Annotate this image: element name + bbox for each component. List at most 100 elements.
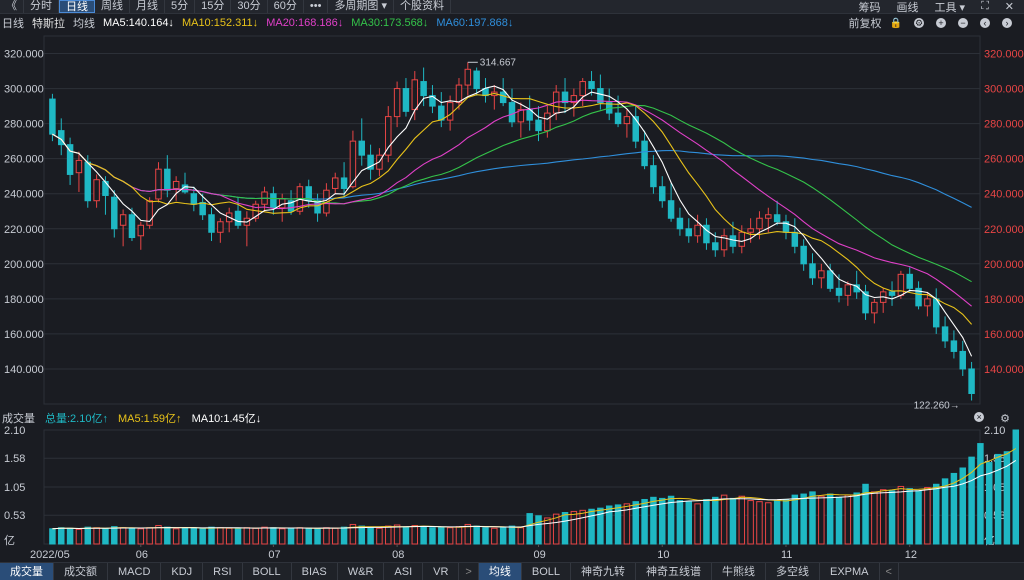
tab-kdj[interactable]: KDJ (161, 562, 204, 580)
tabs-scroll-left[interactable]: < (880, 562, 899, 580)
tab-boll-main[interactable]: BOLL (522, 562, 571, 580)
multi-period-label: 多周期图 (334, 0, 379, 12)
candle-body (217, 221, 224, 233)
period-tab-5min[interactable]: 5分 (165, 0, 196, 13)
close-volume-icon[interactable]: × (974, 411, 985, 422)
period-tab-weekly[interactable]: 周线 (95, 0, 130, 13)
volume-bar (712, 496, 719, 545)
multi-period-dropdown[interactable]: 多周期图 ▾ (328, 0, 395, 13)
month-label: 06 (136, 549, 148, 561)
chips-button[interactable]: 筹码 (858, 1, 881, 14)
tab-vr[interactable]: VR (423, 562, 460, 580)
volume-bar (800, 493, 807, 545)
candle-body (588, 81, 595, 90)
lock-icon[interactable]: 🔒 (889, 17, 902, 29)
volume-bar (128, 527, 136, 545)
candle-body (924, 298, 931, 307)
volume-bar (499, 527, 507, 545)
price-tick-label-left: 240.000 (4, 189, 44, 201)
tab-magic-five[interactable]: 神奇五线谱 (636, 562, 712, 580)
candle-body (146, 200, 153, 226)
candle-body (358, 140, 365, 156)
volume-bar (623, 503, 631, 545)
volume-bar (367, 527, 374, 545)
ma60-line (52, 133, 972, 208)
tabs-scroll-right[interactable]: > (459, 562, 479, 580)
candle-body (111, 196, 118, 230)
candle-body (791, 231, 799, 247)
candle-body (340, 177, 348, 189)
ma-label[interactable]: 均线 (73, 18, 95, 30)
volume-bar (605, 505, 613, 545)
candle-body (738, 231, 746, 247)
volume-bar (738, 495, 746, 545)
close-icon[interactable]: ✕ (1004, 1, 1014, 13)
tab-magic-nine[interactable]: 神奇九转 (571, 562, 636, 580)
price-chart[interactable]: 320.000 320.000 300.000 300.000 280.000 280.0… (0, 32, 1024, 410)
tab-expma[interactable]: EXPMA (820, 562, 880, 580)
volume-bar (270, 527, 277, 545)
tab-bull-bear[interactable]: 牛熊线 (712, 562, 766, 580)
volume-bar (93, 527, 100, 545)
scroll-right-icon[interactable]: › (1002, 18, 1012, 28)
period-tab-15min[interactable]: 15分 (195, 0, 232, 13)
volume-bar (393, 524, 401, 545)
price-tick-label-left: 280.000 (4, 119, 44, 131)
draw-line-button[interactable]: 画线 (896, 1, 919, 14)
period-tab-30min[interactable]: 30分 (231, 0, 268, 13)
volume-bar (579, 509, 586, 545)
price-tick-label-right: 200.000 (984, 259, 1024, 271)
volume-bar (879, 489, 887, 545)
volume-bar (225, 527, 233, 545)
month-label: 07 (268, 549, 280, 561)
tab-rsi[interactable]: RSI (203, 562, 243, 580)
candle-body (641, 140, 648, 167)
period-tab-intraday[interactable]: 分时 (24, 0, 59, 13)
period-tab-monthly[interactable]: 月线 (130, 0, 165, 13)
period-tab-daily[interactable]: 日线 (59, 0, 95, 13)
candle-body (773, 214, 781, 223)
zoom-in-icon[interactable]: + (936, 18, 946, 28)
expand-icon[interactable]: ⛶ (981, 0, 989, 12)
tab-ma[interactable]: 均线 (478, 562, 522, 580)
tab-asi[interactable]: ASI (384, 562, 424, 580)
tab-volume[interactable]: 成交量 (0, 562, 54, 580)
volume-controls: × ⚙ (974, 411, 1024, 425)
settings-icon[interactable]: ⚙ (914, 18, 924, 28)
volume-settings-icon[interactable]: ⚙ (1000, 412, 1010, 425)
volume-bar (871, 491, 878, 545)
tools-button[interactable]: 工具 ▾ (934, 1, 966, 14)
price-tick-label-left: 300.000 (4, 84, 44, 96)
candle-body (270, 193, 277, 209)
volume-bar (234, 528, 242, 545)
month-label: 2022/05 (30, 549, 70, 561)
volume-chart[interactable]: 2.102.101.581.581.051.050.530.53亿亿2022/0… (0, 426, 1024, 562)
stock-info-button[interactable]: 个股资料 (394, 0, 452, 13)
scroll-left-icon[interactable]: ‹ (980, 18, 990, 28)
zoom-out-icon[interactable]: − (958, 18, 968, 28)
candle-body (561, 91, 569, 104)
tab-turnover[interactable]: 成交额 (54, 562, 108, 580)
volume-bar (526, 513, 533, 545)
candle-body (932, 298, 940, 328)
tab-boll[interactable]: BOLL (243, 562, 292, 580)
candle-body (411, 79, 419, 111)
volume-bar (340, 526, 348, 545)
volume-ma10: MA10:1.45亿↓ (191, 413, 262, 425)
back-button[interactable]: 《 (0, 0, 24, 13)
volume-ma5: MA5:1.59亿↑ (117, 413, 182, 425)
period-toolbar: 《 分时 日线 周线 月线 5分 15分 30分 60分 ••• 多周期图 ▾ … (0, 0, 1024, 14)
ma10-value: MA10:152.311↓ (181, 17, 259, 29)
more-periods-button[interactable]: ••• (304, 0, 329, 13)
volume-bar (818, 495, 825, 545)
volume-total: 总量:2.10亿↑ (45, 413, 108, 425)
tab-macd[interactable]: MACD (108, 562, 162, 580)
tab-long-short[interactable]: 多空线 (766, 562, 820, 580)
period-tab-60min[interactable]: 60分 (268, 0, 304, 13)
candle-body (420, 81, 427, 97)
tab-wr[interactable]: W&R (338, 562, 385, 580)
adjust-mode-button[interactable]: 前复权 (848, 18, 882, 30)
volume-tick-label-left: 2.10 (4, 426, 25, 437)
tab-bias[interactable]: BIAS (292, 562, 338, 580)
volume-bar (685, 501, 693, 545)
